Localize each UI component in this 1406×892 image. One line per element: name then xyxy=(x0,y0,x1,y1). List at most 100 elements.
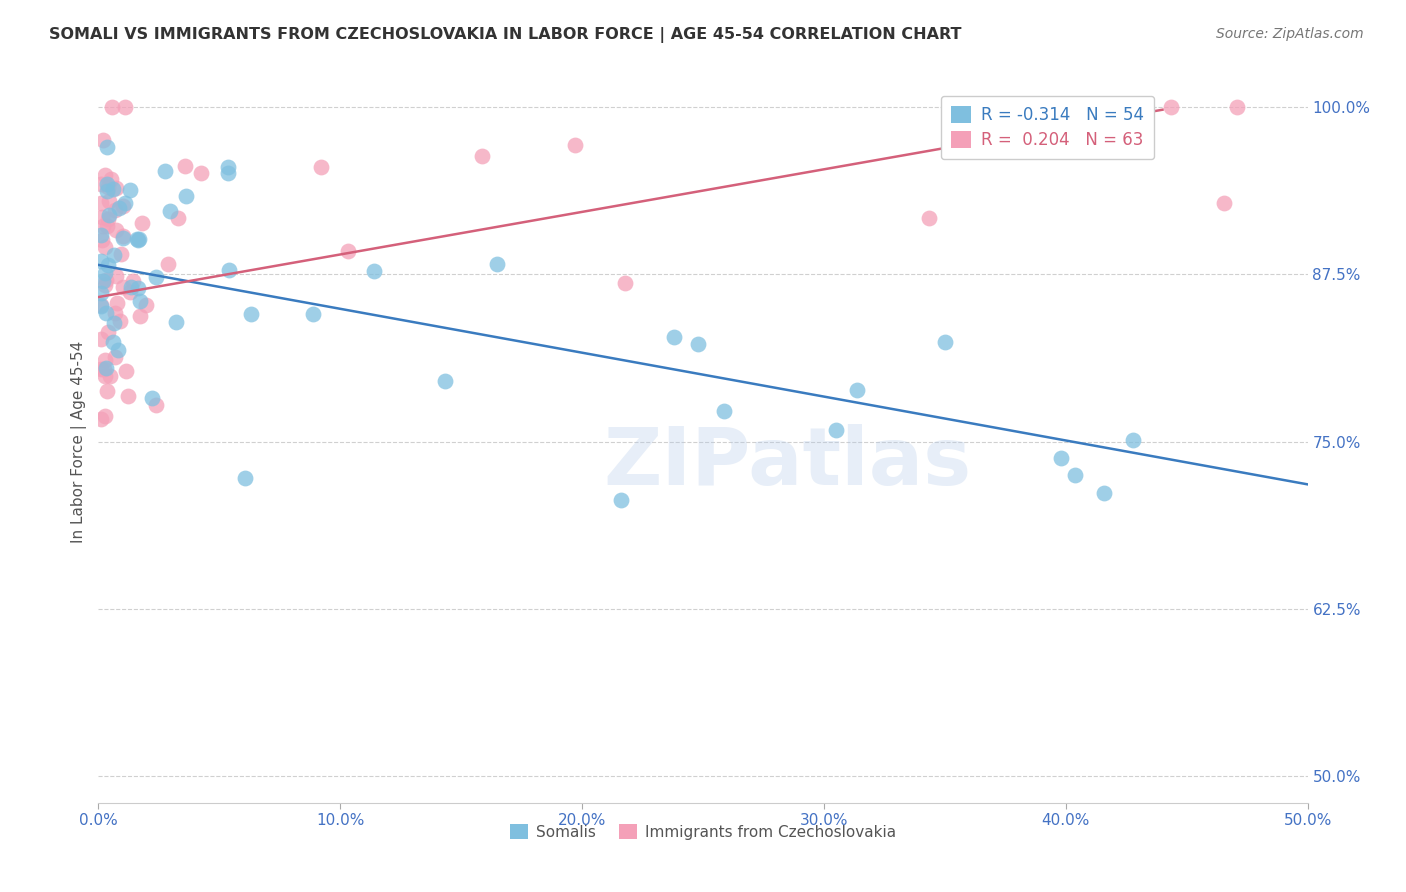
Text: Source: ZipAtlas.com: Source: ZipAtlas.com xyxy=(1216,27,1364,41)
Somalis xyxy=(94,266,117,280)
Immigrants from Czechoslovakia xyxy=(471,149,494,163)
Somalis xyxy=(103,316,125,330)
Immigrants from Czechoslovakia xyxy=(114,100,136,114)
Immigrants from Czechoslovakia xyxy=(93,219,115,233)
Somalis xyxy=(1049,451,1071,466)
Immigrants from Czechoslovakia xyxy=(90,177,112,191)
Somalis xyxy=(94,305,117,319)
Immigrants from Czechoslovakia xyxy=(93,168,115,182)
Immigrants from Czechoslovakia xyxy=(190,166,212,180)
Somalis xyxy=(713,404,735,418)
Immigrants from Czechoslovakia xyxy=(91,211,114,225)
Immigrants from Czechoslovakia xyxy=(90,233,112,247)
Immigrants from Czechoslovakia xyxy=(122,274,145,288)
Somalis xyxy=(239,307,262,321)
Immigrants from Czechoslovakia xyxy=(1160,100,1182,114)
Somalis xyxy=(90,254,112,268)
Somalis xyxy=(96,139,118,153)
Somalis xyxy=(128,232,150,246)
Immigrants from Czechoslovakia xyxy=(96,219,118,234)
Immigrants from Czechoslovakia xyxy=(94,409,117,423)
Somalis xyxy=(90,299,112,313)
Immigrants from Czechoslovakia xyxy=(96,273,118,287)
Somalis xyxy=(846,383,869,397)
Somalis xyxy=(103,248,125,262)
Immigrants from Czechoslovakia xyxy=(111,280,134,294)
Immigrants from Czechoslovakia xyxy=(311,160,333,174)
Somalis xyxy=(485,256,508,270)
Immigrants from Czechoslovakia xyxy=(104,350,127,364)
Immigrants from Czechoslovakia xyxy=(564,137,586,152)
Somalis xyxy=(174,189,197,203)
Immigrants from Czechoslovakia xyxy=(1212,196,1234,211)
Somalis xyxy=(155,163,177,178)
Immigrants from Czechoslovakia xyxy=(90,196,112,211)
Immigrants from Czechoslovakia xyxy=(105,269,128,284)
Immigrants from Czechoslovakia xyxy=(112,228,135,243)
Somalis xyxy=(302,307,325,321)
Immigrants from Czechoslovakia xyxy=(952,133,974,147)
Somalis xyxy=(159,203,181,218)
Immigrants from Czechoslovakia xyxy=(98,369,121,384)
Text: SOMALI VS IMMIGRANTS FROM CZECHOSLOVAKIA IN LABOR FORCE | AGE 45-54 CORRELATION : SOMALI VS IMMIGRANTS FROM CZECHOSLOVAKIA… xyxy=(49,27,962,43)
Somalis xyxy=(96,177,118,191)
Somalis xyxy=(118,183,141,197)
Text: ZIPatlas: ZIPatlas xyxy=(603,425,972,502)
Immigrants from Czechoslovakia xyxy=(97,325,120,339)
Immigrants from Czechoslovakia xyxy=(97,180,120,194)
Somalis xyxy=(610,492,633,507)
Immigrants from Czechoslovakia xyxy=(128,309,150,323)
Immigrants from Czechoslovakia xyxy=(918,211,941,226)
Somalis xyxy=(90,227,112,242)
Immigrants from Czechoslovakia xyxy=(94,369,117,384)
Immigrants from Czechoslovakia xyxy=(90,298,112,312)
Immigrants from Czechoslovakia xyxy=(100,172,122,186)
Immigrants from Czechoslovakia xyxy=(90,362,112,376)
Somalis xyxy=(218,262,240,277)
Immigrants from Czechoslovakia xyxy=(1092,105,1115,120)
Somalis xyxy=(120,280,142,294)
Somalis xyxy=(127,233,149,247)
Immigrants from Czechoslovakia xyxy=(111,199,134,213)
Somalis xyxy=(363,264,385,278)
Immigrants from Czechoslovakia xyxy=(145,398,167,412)
Immigrants from Czechoslovakia xyxy=(114,364,136,378)
Immigrants from Czechoslovakia xyxy=(135,298,157,312)
Somalis xyxy=(108,201,131,215)
Somalis xyxy=(934,334,956,349)
Somalis xyxy=(1063,467,1085,482)
Somalis xyxy=(103,335,125,350)
Immigrants from Czechoslovakia xyxy=(94,353,117,368)
Immigrants from Czechoslovakia xyxy=(104,306,127,320)
Somalis xyxy=(97,208,120,222)
Somalis xyxy=(114,196,136,211)
Immigrants from Czechoslovakia xyxy=(101,100,124,114)
Immigrants from Czechoslovakia xyxy=(104,202,127,217)
Somalis xyxy=(217,160,239,174)
Somalis xyxy=(145,270,167,285)
Somalis xyxy=(434,374,457,388)
Somalis xyxy=(688,336,710,351)
Immigrants from Czechoslovakia xyxy=(614,276,637,290)
Somalis xyxy=(97,258,120,272)
Immigrants from Czechoslovakia xyxy=(104,181,127,195)
Immigrants from Czechoslovakia xyxy=(97,212,120,227)
Somalis xyxy=(217,166,239,180)
Immigrants from Czechoslovakia xyxy=(118,285,141,300)
Somalis xyxy=(107,343,129,357)
Immigrants from Czechoslovakia xyxy=(156,257,179,271)
Legend: R = -0.314   N = 54, R =  0.204   N = 63: R = -0.314 N = 54, R = 0.204 N = 63 xyxy=(941,95,1154,159)
Somalis xyxy=(127,232,149,246)
Immigrants from Czechoslovakia xyxy=(173,159,195,173)
Immigrants from Czechoslovakia xyxy=(93,361,115,376)
Somalis xyxy=(233,471,256,485)
Immigrants from Czechoslovakia xyxy=(98,194,121,209)
Immigrants from Czechoslovakia xyxy=(108,314,131,328)
Somalis xyxy=(825,423,848,437)
Immigrants from Czechoslovakia xyxy=(90,412,112,426)
Immigrants from Czechoslovakia xyxy=(105,296,128,310)
Somalis xyxy=(91,274,114,288)
Somalis xyxy=(662,330,685,344)
Somalis xyxy=(90,285,112,300)
Immigrants from Czechoslovakia xyxy=(166,211,188,226)
